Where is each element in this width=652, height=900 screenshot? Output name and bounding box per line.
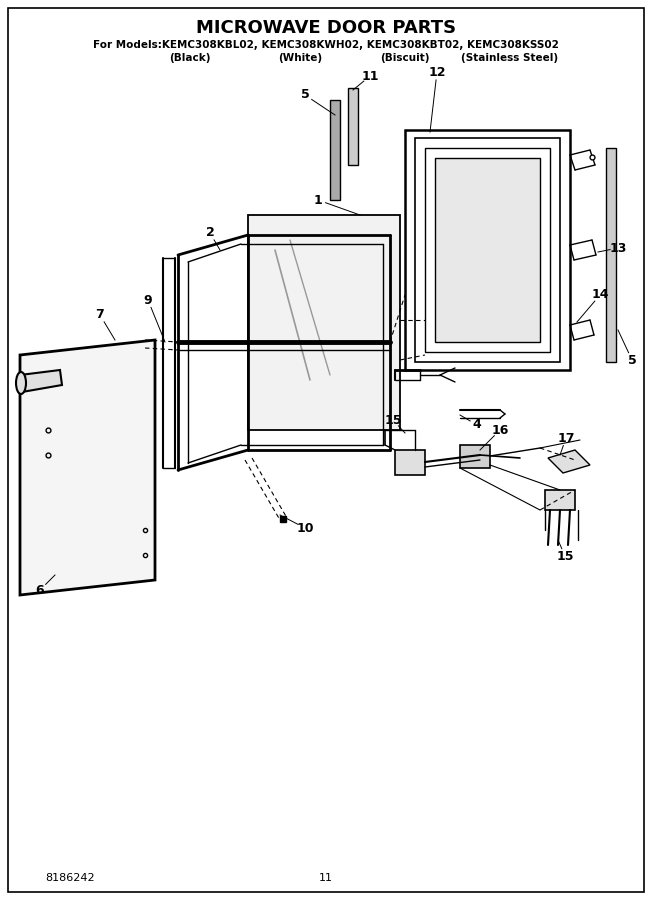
Polygon shape xyxy=(606,148,616,362)
Text: 14: 14 xyxy=(591,289,609,302)
Text: 13: 13 xyxy=(610,241,627,255)
Polygon shape xyxy=(20,340,155,595)
Polygon shape xyxy=(330,100,340,200)
Text: 5: 5 xyxy=(628,354,636,366)
Text: (Biscuit): (Biscuit) xyxy=(380,53,430,63)
Polygon shape xyxy=(460,445,490,468)
Text: For Models:KEMC308KBL02, KEMC308KWH02, KEMC308KBT02, KEMC308KSS02: For Models:KEMC308KBL02, KEMC308KWH02, K… xyxy=(93,40,559,50)
Text: 11: 11 xyxy=(361,69,379,83)
Text: 5: 5 xyxy=(301,88,310,102)
Text: 16: 16 xyxy=(492,424,509,436)
Polygon shape xyxy=(545,490,575,510)
Polygon shape xyxy=(548,450,590,473)
Polygon shape xyxy=(348,88,358,165)
Text: 7: 7 xyxy=(96,309,104,321)
Text: 15: 15 xyxy=(556,550,574,562)
Polygon shape xyxy=(248,215,400,430)
Text: MICROWAVE DOOR PARTS: MICROWAVE DOOR PARTS xyxy=(196,19,456,37)
Text: (Black): (Black) xyxy=(170,53,211,63)
Text: 17: 17 xyxy=(557,431,575,445)
Polygon shape xyxy=(20,370,62,392)
Text: 1: 1 xyxy=(314,194,322,206)
Text: 2: 2 xyxy=(205,227,215,239)
Text: 10: 10 xyxy=(296,521,314,535)
Text: (Stainless Steel): (Stainless Steel) xyxy=(462,53,559,63)
Text: (White): (White) xyxy=(278,53,322,63)
Text: 4: 4 xyxy=(473,418,481,431)
Polygon shape xyxy=(425,148,550,352)
Text: 11: 11 xyxy=(319,873,333,883)
Ellipse shape xyxy=(16,372,26,394)
Text: 15: 15 xyxy=(384,413,402,427)
Text: 6: 6 xyxy=(36,583,44,597)
Polygon shape xyxy=(415,138,560,362)
Text: 12: 12 xyxy=(428,66,446,78)
Polygon shape xyxy=(395,450,425,475)
Text: 9: 9 xyxy=(143,293,153,307)
Polygon shape xyxy=(405,130,570,370)
Polygon shape xyxy=(435,158,540,342)
Text: 8186242: 8186242 xyxy=(45,873,95,883)
